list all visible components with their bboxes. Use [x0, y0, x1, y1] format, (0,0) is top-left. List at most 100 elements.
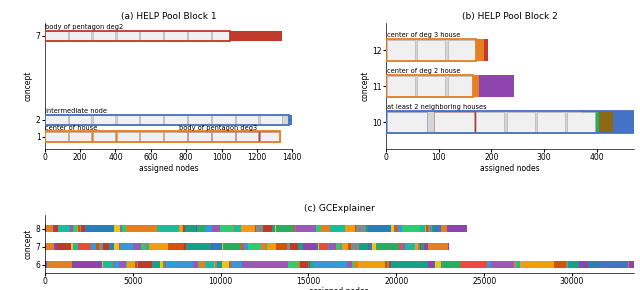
- Bar: [420, 243, 421, 250]
- Bar: [399, 243, 401, 250]
- Bar: [520, 261, 554, 268]
- Bar: [140, 31, 163, 41]
- Bar: [448, 40, 476, 61]
- Bar: [387, 76, 415, 97]
- Bar: [428, 225, 432, 232]
- Bar: [118, 261, 126, 268]
- Bar: [197, 225, 205, 232]
- Text: body of pentagon deg3: body of pentagon deg3: [179, 125, 257, 131]
- Bar: [420, 225, 426, 232]
- Bar: [335, 243, 339, 250]
- Bar: [140, 115, 163, 125]
- Bar: [205, 261, 214, 268]
- Bar: [135, 261, 137, 268]
- Bar: [260, 115, 282, 125]
- Title: (c) GCExplainer: (c) GCExplainer: [304, 204, 374, 213]
- Bar: [164, 115, 187, 125]
- Bar: [184, 243, 186, 250]
- Bar: [296, 225, 316, 232]
- Bar: [404, 243, 415, 250]
- Bar: [447, 243, 449, 250]
- Bar: [85, 225, 115, 232]
- Bar: [110, 243, 115, 250]
- X-axis label: assigned nodes: assigned nodes: [480, 164, 540, 173]
- Bar: [54, 243, 57, 250]
- Bar: [476, 112, 504, 133]
- Bar: [186, 243, 211, 250]
- Bar: [321, 225, 330, 232]
- Bar: [218, 261, 222, 268]
- Bar: [93, 115, 115, 125]
- Bar: [287, 243, 290, 250]
- Bar: [47, 225, 53, 232]
- Bar: [418, 243, 420, 250]
- Bar: [138, 261, 152, 268]
- Bar: [386, 39, 476, 61]
- Bar: [69, 115, 92, 125]
- Bar: [45, 132, 68, 142]
- Bar: [385, 261, 387, 268]
- Bar: [188, 31, 211, 41]
- Bar: [121, 225, 122, 232]
- Bar: [141, 243, 144, 250]
- Bar: [330, 225, 346, 232]
- Bar: [45, 31, 230, 41]
- Bar: [230, 31, 282, 41]
- Text: center of deg 2 house: center of deg 2 house: [387, 68, 460, 74]
- Bar: [266, 243, 267, 250]
- Bar: [566, 261, 568, 268]
- Bar: [391, 261, 428, 268]
- Bar: [347, 261, 352, 268]
- Bar: [448, 76, 473, 97]
- Bar: [93, 132, 115, 142]
- Bar: [72, 243, 79, 250]
- Bar: [394, 225, 396, 232]
- Bar: [310, 261, 313, 268]
- Bar: [69, 225, 70, 232]
- Bar: [398, 225, 403, 232]
- Bar: [45, 31, 230, 41]
- Bar: [328, 243, 335, 250]
- Bar: [122, 225, 126, 232]
- Bar: [581, 111, 600, 133]
- Bar: [303, 243, 316, 250]
- Bar: [116, 132, 139, 142]
- Bar: [424, 243, 428, 250]
- Bar: [309, 261, 310, 268]
- Bar: [421, 243, 424, 250]
- Bar: [241, 261, 288, 268]
- Bar: [387, 112, 427, 133]
- Bar: [119, 243, 120, 250]
- Bar: [92, 243, 95, 250]
- Bar: [137, 261, 138, 268]
- Bar: [81, 225, 85, 232]
- Bar: [342, 243, 348, 250]
- Text: at least 2 neighboring houses: at least 2 neighboring houses: [387, 104, 486, 110]
- Bar: [479, 75, 513, 97]
- Bar: [164, 31, 187, 41]
- Bar: [45, 115, 289, 125]
- Y-axis label: concept: concept: [24, 229, 33, 259]
- Bar: [109, 243, 110, 250]
- Text: intermediate node: intermediate node: [45, 108, 107, 114]
- Bar: [45, 115, 289, 125]
- Bar: [300, 261, 308, 268]
- Bar: [185, 225, 196, 232]
- Bar: [316, 225, 321, 232]
- X-axis label: assigned nodes: assigned nodes: [139, 164, 198, 173]
- Bar: [45, 31, 68, 41]
- Bar: [358, 243, 369, 250]
- Bar: [248, 243, 260, 250]
- Bar: [96, 243, 99, 250]
- Bar: [346, 225, 355, 232]
- Bar: [436, 225, 442, 232]
- Bar: [289, 115, 300, 125]
- Bar: [77, 225, 78, 232]
- Bar: [164, 132, 187, 142]
- Bar: [93, 31, 115, 41]
- Bar: [348, 243, 351, 250]
- Bar: [102, 261, 113, 268]
- Bar: [45, 131, 280, 142]
- Bar: [417, 40, 445, 61]
- Bar: [476, 111, 581, 133]
